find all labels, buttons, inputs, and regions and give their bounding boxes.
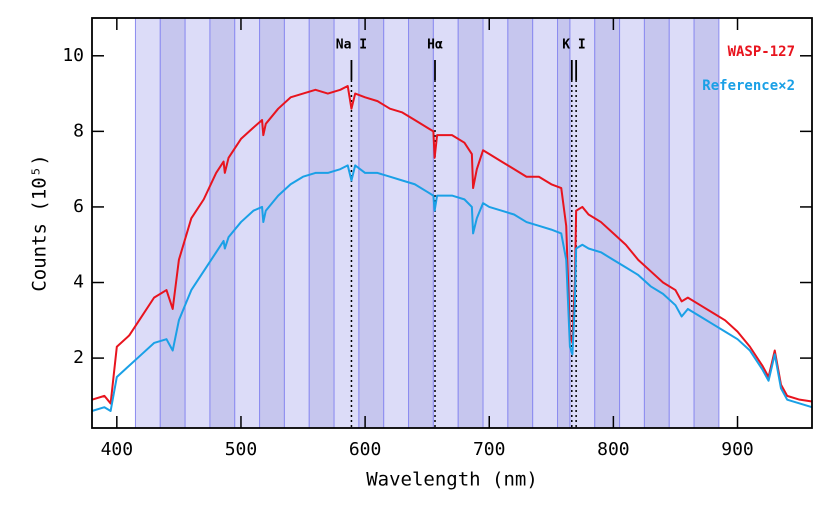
band	[358, 17, 385, 429]
band	[619, 17, 645, 429]
band	[333, 17, 360, 429]
band	[482, 17, 509, 429]
legend-label: Reference×2	[702, 78, 795, 94]
band	[283, 17, 310, 429]
x-tick-label: 700	[473, 439, 506, 460]
y-tick-label: 8	[73, 120, 84, 141]
plot: Na I Hα K I	[91, 38, 813, 428]
x-tick-label: 800	[597, 439, 630, 460]
band	[159, 17, 186, 429]
band	[457, 17, 484, 429]
band	[134, 17, 161, 429]
y-tick-label: 4	[73, 272, 84, 293]
x-tick-label: 600	[349, 439, 382, 460]
x-axis-label: Wavelength (nm)	[366, 469, 538, 491]
plot-frame	[91, 17, 813, 429]
band	[532, 17, 559, 429]
band	[569, 17, 596, 429]
annotation-label: Na I	[336, 38, 367, 53]
series-line	[91, 164, 813, 412]
y-tick-label: 10	[62, 45, 84, 66]
band	[234, 17, 261, 429]
band	[209, 17, 236, 429]
y-tick-label: 2	[73, 347, 84, 368]
x-tick-label: 400	[101, 439, 134, 460]
band	[184, 17, 211, 429]
annotation-label: Hα	[427, 38, 443, 53]
band	[668, 17, 695, 429]
x-tick-label: 500	[225, 439, 258, 460]
band	[383, 17, 410, 429]
band	[259, 17, 285, 429]
annotation-label: K I	[562, 38, 585, 53]
series-line	[91, 85, 813, 405]
legend-label: WASP-127	[728, 44, 795, 60]
y-axis-label: Counts (10⁵)	[29, 154, 51, 291]
band	[643, 17, 670, 429]
band	[432, 17, 459, 429]
x-tick-label: 900	[721, 439, 754, 460]
band	[308, 17, 335, 429]
band	[408, 17, 434, 429]
y-tick-label: 6	[73, 196, 84, 217]
band	[594, 17, 621, 429]
bands	[134, 17, 720, 429]
band	[557, 17, 571, 429]
